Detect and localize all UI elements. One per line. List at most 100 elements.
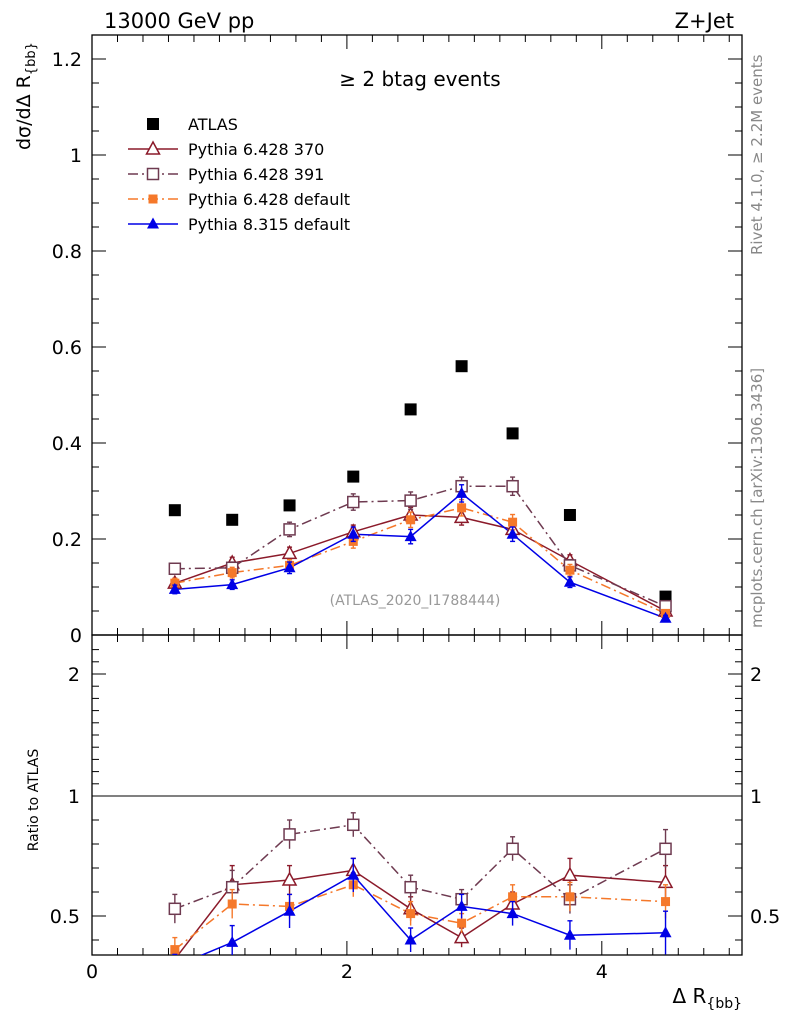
energy-label: 13000 GeV pp [104,9,254,33]
main-panel-series [167,360,674,623]
series-3-point [406,515,416,525]
ratio-frame [91,634,743,956]
series-0-point [347,470,360,483]
series-4-point [506,527,519,539]
x-tick-label: 0 [86,961,98,983]
legend-2-label: Pythia 6.428 391 [188,165,324,184]
series-4-point [404,530,417,542]
series-4-ratio-point [659,926,672,938]
ratio-y-axis-label: Ratio to ATLAS [26,749,42,852]
series-3-ratio-point [227,899,237,909]
series-4-point [659,611,672,623]
series-4-point [283,561,296,573]
series-2-ratio-point [404,880,417,894]
series-4-ratio-point [404,933,417,945]
series-1-ratio-line [177,869,666,955]
ratio-y-tick-label: 2 [68,664,80,686]
series-4-ratio-line [200,874,666,955]
series-1-ratio-point [562,866,578,881]
x-axis-label: Δ R{bb} [672,984,742,1012]
series-4-point [563,575,576,587]
y-axis-label: dσ/dΔ R{bb} [13,42,39,150]
series-0-point [563,509,576,521]
legend-3-label: Pythia 6.428 default [188,190,350,209]
series-3-ratio-point [565,892,575,902]
legend-0-label: ATLAS [188,115,238,134]
series-0-point [404,403,417,416]
analysis-label: (ATLAS_2020_I1788444) [330,593,501,609]
series-2-point [404,494,417,507]
ratio-y-tick-label-right: 1 [750,786,762,808]
series-2-ratio-point [659,842,672,856]
series-3-ratio-point [406,909,416,919]
series-3-point [508,517,518,527]
series-0-point [455,360,468,373]
series-3-ratio-point [508,892,518,902]
legend: ATLAS Pythia 6.428 370 Pythia 6.428 391 Pyt… [128,115,350,234]
plot-title: ≥ 2 btag events [339,67,500,91]
series-0-point [168,504,181,517]
series-0-point [226,513,239,526]
series-4-point [168,582,181,594]
series-1-ratio-point [453,929,470,944]
series-0-point [283,499,296,512]
process-label: Z+Jet [675,9,734,33]
series-1-point [281,544,298,560]
series-3-ratio-point [170,945,180,955]
series-2-point [347,495,360,509]
series-2-ratio-point [347,818,360,832]
series-4-ratio-point [226,935,239,947]
series-3-ratio-point [661,897,671,907]
series-3-ratio-line [174,883,666,951]
series-4-ratio-point [563,928,576,940]
series-1-ratio-point [281,871,298,886]
y-tick-label: 1.2 [52,49,82,71]
legend-1-label: Pythia 6.428 370 [188,140,324,159]
axis-ticks [91,34,742,955]
rivet-label: Rivet 4.1.0, ≥ 2.2M events [748,54,766,255]
y-tick-label: 0.2 [52,529,82,551]
series-2-ratio-line [174,823,666,910]
legend-4-marker [147,217,159,229]
legend-3-marker [148,194,158,204]
mcplots-label: mcplots.cern.ch [arXiv:1306.3436] [748,368,766,628]
y-tick-label: 0.8 [52,241,82,263]
ratio-y-tick-label: 1 [68,786,80,808]
series-3-point [565,565,575,575]
series-3-point [227,568,237,578]
series-2-ratio-point [283,828,296,841]
series-3-point [457,503,467,513]
y-tick-label: 0 [70,625,82,647]
series-4-ratio-point [169,960,181,971]
x-tick-label: 4 [596,961,608,983]
series-4-ratio-point [347,868,360,880]
legend-2-marker [146,167,160,181]
tick-labels: 0 2 4 0 0.2 0.4 0.6 0.8 1 1.2 0.5 0.5 1 1 2 2 [50,49,780,983]
series-4-point [226,578,239,590]
series-0-point [506,427,519,440]
series-4-point [455,486,468,498]
series-2-line [174,485,666,607]
series-4-ratio-point [283,904,296,916]
series-2-point [168,562,182,576]
series-3-ratio-point [457,918,467,928]
series-4-ratio-point [455,899,468,911]
legend-1-marker [145,140,161,155]
legend-4-label: Pythia 8.315 default [188,215,350,234]
series-4-point [347,527,360,539]
series-2-ratio-point [506,842,519,856]
series-2-point [283,523,296,536]
series-4-ratio-point [506,907,519,919]
series-2-ratio-point [168,902,182,916]
series-0-point [659,590,672,603]
y-tick-label: 1 [70,145,82,167]
ratio-panel-series [168,812,674,971]
y-tick-label: 0.6 [52,337,82,359]
ratio-y-tick-label-right: 0.5 [750,906,780,928]
series-2-point [506,479,519,493]
y-tick-label: 0.4 [52,433,82,455]
ratio-y-tick-label-right: 2 [750,664,762,686]
x-tick-label: 2 [341,961,353,983]
ratio-y-tick-label: 0.5 [50,906,80,928]
